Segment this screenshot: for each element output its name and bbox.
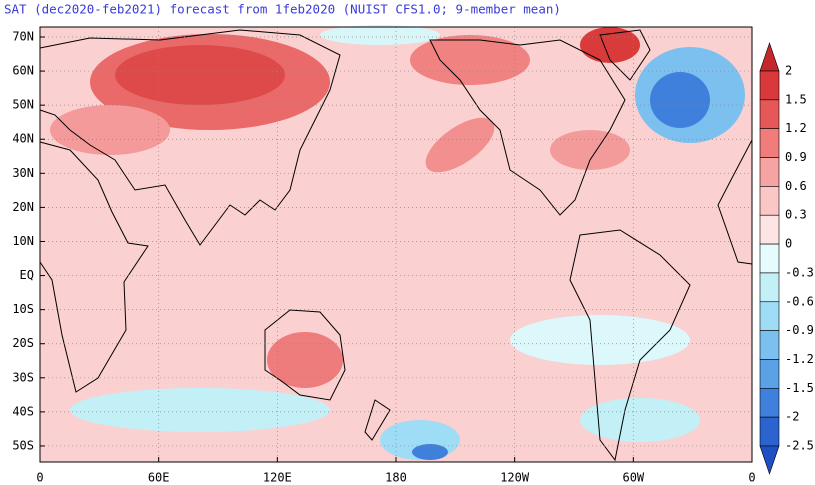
cool-region <box>650 72 710 128</box>
colorbar-arrow <box>759 42 780 72</box>
colorbar-label: -2 <box>785 410 799 424</box>
colorbar-box <box>759 157 780 187</box>
colorbar-label: 1.2 <box>785 121 807 135</box>
coastline <box>39 141 149 393</box>
warm-region <box>115 45 285 105</box>
lon-label: 0 <box>36 471 43 485</box>
colorbar-box <box>759 186 780 216</box>
lat-label: 20N <box>12 200 34 214</box>
warm-region <box>580 27 640 63</box>
lat-label: 30S <box>12 370 34 384</box>
colorbar-box <box>759 128 780 158</box>
colorbar-label: -0.6 <box>785 294 814 308</box>
coastline <box>599 29 651 81</box>
colorbar-label: -0.3 <box>785 265 814 279</box>
warm-region <box>267 332 343 388</box>
colorbar-box <box>759 301 780 331</box>
lat-label: 20S <box>12 336 34 350</box>
lon-label: 120E <box>263 471 292 485</box>
coastline <box>569 229 691 462</box>
coastline <box>717 139 753 265</box>
coastline <box>364 399 391 441</box>
lon-label: 60E <box>148 471 170 485</box>
coastline <box>264 309 346 401</box>
lat-label: 70N <box>12 30 34 44</box>
colorbar-box <box>759 70 780 101</box>
colorbar-arrow <box>759 445 780 475</box>
colorbar-box <box>759 388 780 418</box>
cool-region <box>510 315 690 365</box>
lat-label: 10N <box>12 234 34 248</box>
colorbar-box <box>759 214 780 245</box>
coastline <box>39 29 341 246</box>
colorbar-label: 0.3 <box>785 208 807 222</box>
lat-label: 40N <box>12 132 34 146</box>
map <box>39 25 753 463</box>
axis-labels: 70N 60N 50N 40N 30N 20N 10N EQ 10S 20S 30S 40S 50S 0 6… <box>12 30 755 485</box>
coastlines <box>39 29 753 462</box>
lat-label: 40S <box>12 404 34 418</box>
colorbar-box <box>759 359 780 389</box>
title: SAT (dec2020-feb2021) forecast from 1feb… <box>4 2 561 17</box>
lat-label: 50N <box>12 98 34 112</box>
colorbar-box <box>759 416 780 447</box>
colorbar-box <box>759 243 780 274</box>
warm-region <box>50 105 170 155</box>
lat-label: 50S <box>12 438 34 452</box>
lat-label: 60N <box>12 64 34 78</box>
lat-label: 30N <box>12 166 34 180</box>
coastline <box>429 39 626 216</box>
colorbar-box <box>759 330 780 360</box>
cool-region <box>412 444 448 460</box>
warm-region <box>550 130 630 170</box>
warm-region <box>425 117 495 173</box>
colorbar-label: 0.9 <box>785 150 807 164</box>
colorbar-label: -2.5 <box>785 439 814 453</box>
colorbar-label: 1.5 <box>785 92 807 106</box>
colorbar-label: 2 <box>785 64 792 78</box>
lon-label: 60W <box>622 471 644 485</box>
colorbar-label: 0.6 <box>785 179 807 193</box>
cool-region <box>70 388 330 432</box>
grid <box>40 27 752 462</box>
colorbar-box <box>759 99 780 129</box>
warm-region <box>410 35 530 85</box>
colorbar-label: -0.9 <box>785 323 814 337</box>
colorbar-label: -1.2 <box>785 352 814 366</box>
colorbar-label: -1.5 <box>785 381 814 395</box>
lon-label: 0 <box>748 471 755 485</box>
colorbar-label: 0 <box>785 237 792 251</box>
colorbar: 2 1.5 1.2 0.9 0.6 0.3 0 -0.3 -0.6 -0.9 -1.2 -1.5 -2 -… <box>759 42 814 475</box>
lon-label: 180 <box>385 471 407 485</box>
cool-region <box>580 398 700 442</box>
lat-label: 10S <box>12 302 34 316</box>
lon-label: 120W <box>500 471 530 485</box>
lat-label: EQ <box>20 268 34 282</box>
colorbar-box <box>759 272 780 303</box>
cool-region <box>320 25 440 45</box>
